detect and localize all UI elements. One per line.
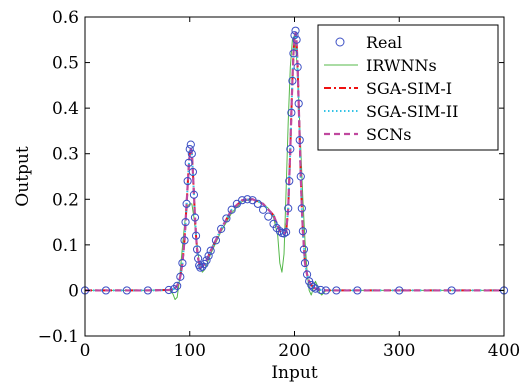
- data-point: [321, 286, 331, 295]
- y-tick-label: 0.4: [52, 99, 79, 119]
- data-point: [176, 272, 185, 281]
- data-point: [296, 172, 305, 181]
- data-point: [217, 224, 226, 234]
- data-point: [211, 236, 221, 245]
- data-point: [190, 213, 200, 222]
- legend: Real IRWNNs SGA-SIM-I SGA-SIM-II SCNs: [317, 24, 499, 151]
- data-point: [227, 205, 236, 214]
- data-point: [298, 227, 307, 236]
- data-point: [182, 199, 191, 208]
- series-line-scns: [85, 31, 504, 292]
- data-point: [198, 262, 207, 271]
- data-point: [238, 196, 247, 205]
- legend-label: SGA-SIM-I: [366, 79, 452, 98]
- data-point: [202, 256, 211, 265]
- data-point: [258, 205, 268, 214]
- data-point: [173, 281, 182, 290]
- ticks-layer: 0 100 200 300 400−0.100.10.20.30.40.50.6: [38, 8, 521, 361]
- data-point: [294, 99, 303, 108]
- data-point: [299, 245, 309, 254]
- data-point: [185, 145, 194, 154]
- data-point: [275, 227, 284, 236]
- data-point: [183, 176, 192, 186]
- data-point: [311, 284, 320, 293]
- data-point: [188, 167, 197, 177]
- data-point: [184, 158, 193, 167]
- x-tick-label: 400: [488, 341, 520, 361]
- data-point: [191, 231, 201, 240]
- legend-label: Real: [366, 33, 402, 52]
- data-point: [243, 195, 252, 204]
- data-point: [309, 283, 318, 292]
- y-tick-label: 0.5: [52, 54, 79, 74]
- data-point: [285, 176, 294, 186]
- data-point: [180, 236, 189, 245]
- data-point: [353, 286, 362, 295]
- data-point: [178, 258, 187, 268]
- data-point: [289, 49, 298, 58]
- data-point: [187, 149, 196, 158]
- data-point: [297, 204, 306, 213]
- data-point: [189, 190, 199, 199]
- series-layer: [80, 26, 509, 301]
- data-point: [316, 285, 325, 295]
- data-point: [282, 227, 291, 237]
- y-tick-label: 0.3: [52, 145, 79, 165]
- data-point: [186, 140, 195, 149]
- x-tick-label: 300: [383, 341, 415, 361]
- data-point: [288, 76, 297, 85]
- y-axis-label: Output: [13, 146, 33, 207]
- x-tick-label: 100: [174, 341, 206, 361]
- data-point: [143, 286, 152, 295]
- legend-label: SCNs: [366, 125, 411, 144]
- data-point: [292, 35, 301, 44]
- data-point: [122, 286, 132, 295]
- data-point: [222, 214, 231, 223]
- data-point: [295, 135, 304, 145]
- x-axis-label: Input: [271, 363, 317, 383]
- data-point: [284, 204, 293, 213]
- y-tick-label: 0.1: [52, 236, 79, 256]
- y-tick-label: 0.2: [52, 190, 79, 210]
- data-point: [300, 258, 310, 268]
- legend-label: SGA-SIM-II: [366, 102, 458, 121]
- data-point: [204, 251, 213, 260]
- data-point: [286, 145, 295, 154]
- data-point: [291, 26, 300, 35]
- data-point: [287, 108, 296, 117]
- data-point: [101, 286, 111, 295]
- legend-label: IRWNNs: [366, 56, 437, 75]
- data-point: [279, 229, 289, 238]
- series-real: [80, 26, 509, 295]
- data-point: [192, 245, 202, 254]
- data-point: [332, 286, 341, 295]
- data-point: [253, 199, 262, 208]
- data-point: [164, 285, 173, 295]
- data-point: [206, 246, 215, 255]
- data-point: [181, 217, 190, 227]
- data-point: [290, 31, 299, 40]
- data-point: [447, 286, 456, 295]
- data-point: [293, 63, 302, 72]
- x-tick-label: 200: [278, 341, 310, 361]
- y-tick-label: 0.6: [52, 8, 79, 28]
- legend-box: [317, 24, 499, 151]
- x-tick-label: 0: [80, 341, 91, 361]
- y-tick-label: −0.1: [38, 327, 79, 347]
- legend-marker: [335, 37, 345, 47]
- y-tick-label: 0: [68, 281, 79, 301]
- data-point: [264, 212, 273, 221]
- data-point: [395, 286, 404, 295]
